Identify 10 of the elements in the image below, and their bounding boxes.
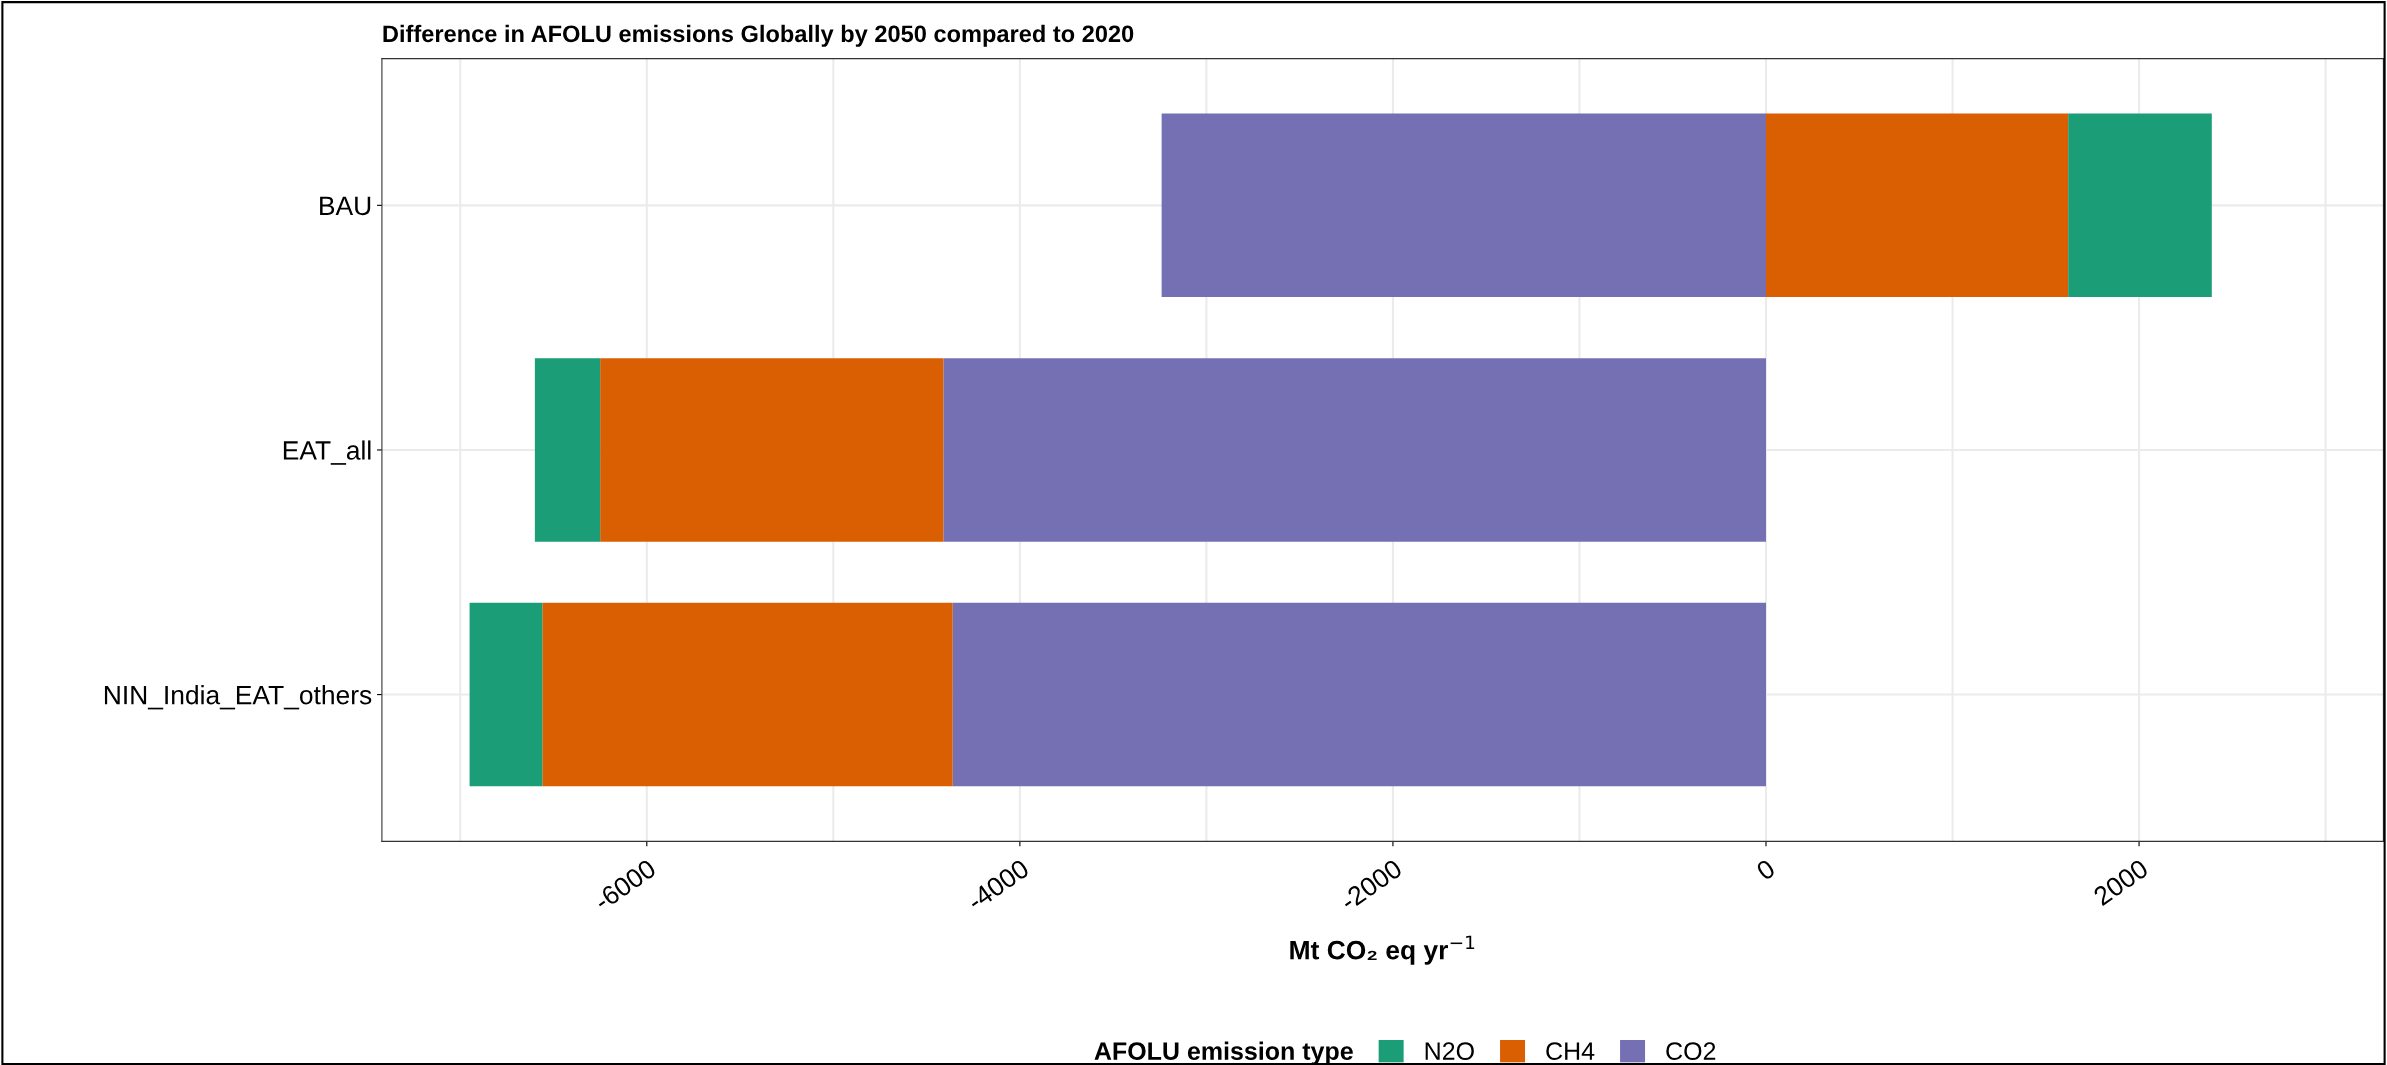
x-axis-title: Mt CO₂ eq yr$^{−1}$ xyxy=(1290,935,1475,965)
legend-label: CO2 xyxy=(1666,1042,1716,1060)
y-tick-label: EAT_all xyxy=(283,440,371,465)
legend-label: CH4 xyxy=(1546,1042,1595,1060)
y-tick-label: NIN_India_EAT_others xyxy=(104,685,372,710)
chart-title: Difference in AFOLU emissions Globally by 2050 compared to 2020 xyxy=(383,24,1134,47)
y-tick-label: BAU xyxy=(320,196,371,216)
legend-title: AFOLU emission type xyxy=(1094,1041,1353,1065)
legend-label: N2O xyxy=(1425,1042,1474,1060)
x-tick-label: 0 xyxy=(1755,858,1777,882)
